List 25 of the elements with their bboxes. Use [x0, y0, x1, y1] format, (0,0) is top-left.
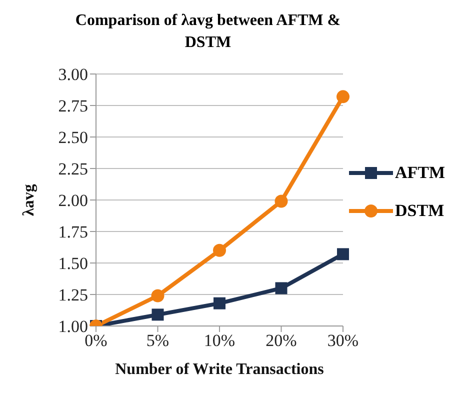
point: [213, 244, 226, 257]
x-axis-title: Number of Write Transactions: [115, 361, 324, 378]
y-tick-label: 2.25: [58, 160, 88, 179]
point: [214, 297, 226, 310]
y-axis-title: λavg: [20, 184, 38, 216]
y-tick-label: 3.00: [58, 65, 88, 84]
point: [152, 308, 164, 321]
x-tick-label: 10%: [204, 331, 236, 350]
point: [151, 289, 164, 302]
y-tick-label: 1.50: [58, 254, 88, 274]
point: [274, 194, 288, 208]
x-tick-label: 20%: [266, 331, 297, 350]
point: [275, 282, 288, 294]
legend-label: DSTM: [395, 201, 444, 221]
y-tick-label: 2.50: [58, 128, 88, 148]
y-tick-label: 2.00: [58, 191, 88, 210]
y-tick-label: 2.75: [58, 96, 88, 116]
x-tick-label: 5%: [146, 331, 170, 350]
chart-title: Comparison of λavg between AFTM & DSTM: [74, 11, 342, 53]
y-tick-label: 1.75: [58, 222, 88, 242]
point: [337, 248, 349, 260]
point: [336, 90, 350, 104]
y-tick-label: 1.25: [58, 286, 88, 305]
x-tick-label: 30%: [327, 331, 359, 350]
legend-label: AFTM: [395, 163, 446, 183]
